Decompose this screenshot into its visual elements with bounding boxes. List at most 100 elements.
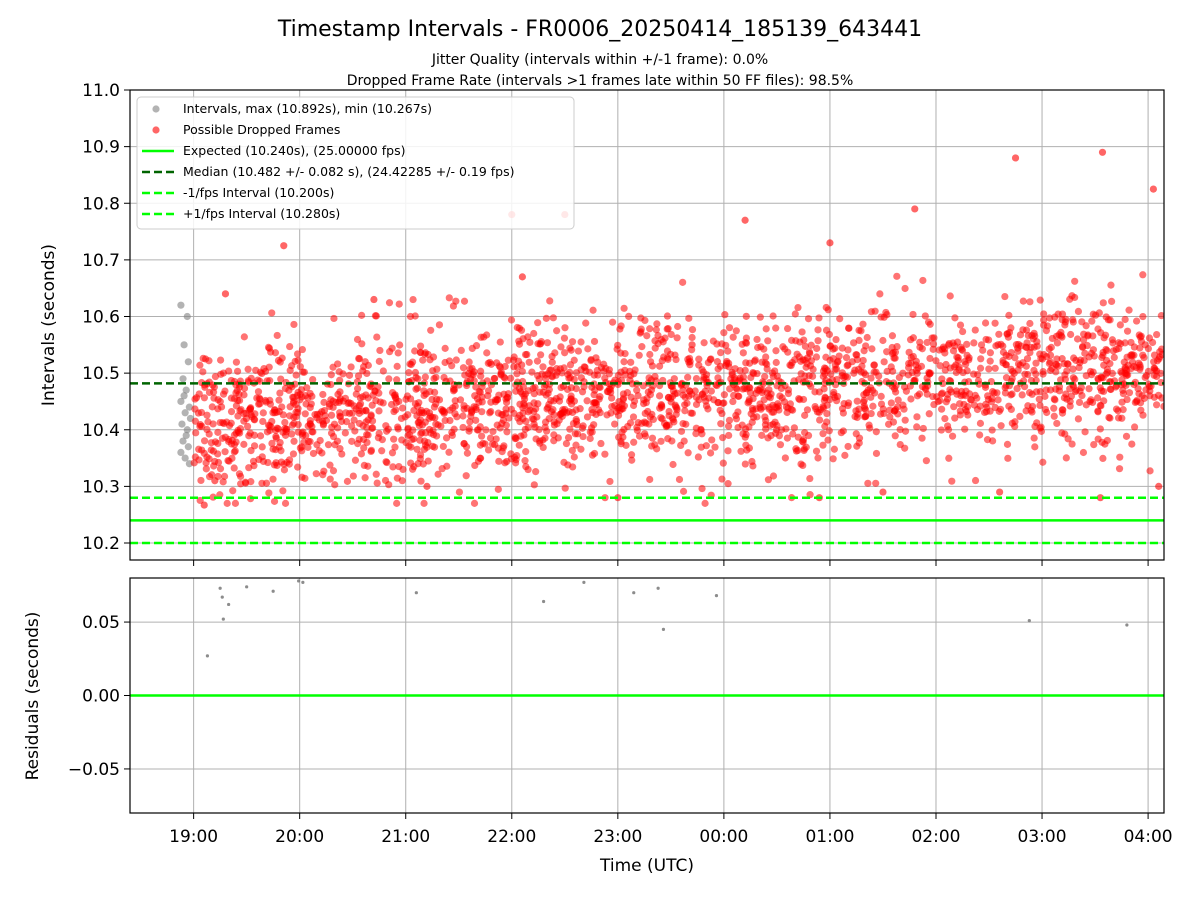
dropped-frame-point [901, 284, 909, 293]
dropped-frame-point [741, 460, 749, 468]
dropped-frame-point [555, 397, 564, 405]
dropped-frame-point [922, 457, 930, 465]
dropped-frame-point [859, 320, 867, 328]
dropped-frame-point [537, 339, 545, 348]
dropped-frame-point [708, 436, 716, 444]
dropped-frame-point [606, 477, 614, 486]
dropped-frame-point [548, 372, 556, 380]
dropped-frame-point [334, 360, 342, 368]
dropped-frame-point [513, 452, 521, 460]
dropped-frame-point [263, 428, 272, 436]
dropped-frame-point [439, 406, 447, 415]
dropped-frame-point [457, 346, 465, 355]
interval-point [181, 409, 189, 417]
dropped-frame-point [801, 411, 809, 419]
dropped-frame-point [681, 407, 689, 415]
dropped-frame-point [378, 436, 386, 444]
dropped-frame-point [634, 392, 642, 400]
dropped-frame-point [698, 391, 706, 399]
dropped-frame-point [511, 433, 519, 441]
dropped-frame-point [694, 453, 702, 461]
dropped-frame-point [644, 407, 652, 416]
dropped-frame-point [472, 416, 480, 424]
chart-title: Timestamp Intervals - FR0006_20250414_18… [277, 17, 922, 42]
dropped-frame-point [465, 427, 473, 435]
interval-point [177, 448, 185, 457]
dropped-frame-point [1069, 318, 1077, 326]
y-tick-label: 10.5 [82, 364, 120, 384]
residual-point [220, 595, 224, 599]
dropped-frame-point [815, 388, 823, 396]
dropped-frame-point [519, 415, 527, 423]
dropped-frame-point [888, 332, 897, 340]
dropped-frame-point [1001, 292, 1009, 301]
dropped-frame-point [289, 450, 298, 458]
dropped-frame-point [844, 442, 852, 451]
dropped-frame-point [956, 411, 964, 419]
dropped-frame-point [478, 383, 486, 391]
dropped-frame-point [232, 402, 241, 410]
dropped-frame-point [714, 398, 722, 407]
dropped-frame-point [199, 354, 207, 362]
dropped-frame-point [309, 375, 317, 384]
dropped-frame-point [361, 358, 369, 366]
dropped-frame-point [783, 434, 791, 442]
dropped-frame-point [1094, 325, 1102, 333]
dropped-frame-point [1105, 413, 1113, 422]
dropped-frame-point [1004, 454, 1012, 462]
dropped-frame-point [249, 457, 258, 465]
dropped-frame-point [1023, 339, 1031, 347]
dropped-frame-point [322, 416, 331, 425]
dropped-frame-point [388, 449, 397, 457]
dropped-frame-point [484, 446, 493, 454]
dropped-frame-point [306, 389, 314, 398]
legend-marker-dropped [152, 126, 160, 134]
dropped-frame-point [237, 472, 245, 481]
dropped-frame-point [742, 430, 750, 439]
dropped-frame-point [829, 455, 837, 463]
dropped-frame-point [986, 349, 994, 357]
interval-point [184, 358, 192, 366]
dropped-frame-point [729, 397, 737, 406]
dropped-frame-point [478, 408, 486, 416]
dropped-frame-point [736, 374, 744, 382]
dropped-frame-point [814, 326, 822, 334]
dropped-frame-point [925, 370, 934, 378]
dropped-frame-point [401, 413, 409, 421]
dropped-frame-point [325, 402, 334, 411]
dropped-frame-point [396, 341, 404, 349]
dropped-frame-point [532, 468, 540, 476]
dropped-frame-point [414, 375, 422, 383]
dropped-frame-point [1005, 311, 1013, 319]
dropped-frame-point [862, 342, 870, 350]
dropped-frame-point [1137, 337, 1146, 346]
dropped-frame-point [408, 358, 417, 366]
y-tick-label: 10.2 [82, 534, 120, 554]
dropped-frame-point [258, 479, 266, 487]
dropped-frame-point [338, 450, 346, 458]
dropped-frame-point [961, 425, 969, 433]
dropped-frame-point [990, 389, 998, 397]
residual-point [245, 585, 249, 589]
dropped-frame-point [677, 427, 686, 435]
dropped-frame-point [515, 357, 523, 365]
dropped-frame-point [1033, 338, 1041, 346]
dropped-frame-point [1012, 341, 1020, 349]
dropped-frame-point [853, 397, 861, 405]
dropped-frame-point [353, 335, 362, 344]
dropped-frame-point [628, 456, 636, 464]
dropped-frame-point [256, 377, 264, 385]
dropped-frame-point [1069, 365, 1077, 373]
dropped-frame-point [761, 373, 769, 381]
dropped-frame-point [1082, 372, 1090, 380]
dropped-frame-point [443, 462, 451, 470]
dropped-frame-point [424, 438, 432, 447]
dropped-frame-point [312, 470, 320, 478]
dropped-frame-point [620, 304, 628, 312]
dropped-frame-point [832, 365, 841, 373]
dropped-frame-point [564, 433, 573, 442]
dropped-frame-point [191, 417, 199, 425]
x-tick-label: 00:00 [699, 827, 748, 847]
dropped-frame-point [626, 419, 635, 427]
dropped-frame-point [326, 461, 334, 469]
